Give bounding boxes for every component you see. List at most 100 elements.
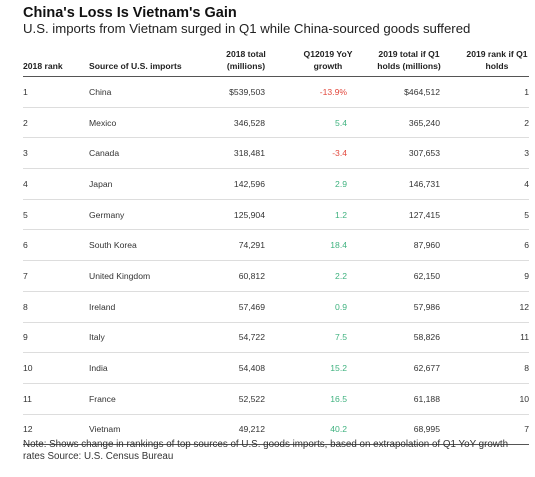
source-cell: Ireland xyxy=(89,291,199,323)
header-2019-rank: 2019 rank if Q1 holds xyxy=(452,38,529,77)
total-2019-cell: 62,150 xyxy=(359,260,452,292)
yoy-growth-cell: -3.4 xyxy=(277,137,359,170)
rank-2019-cell: 11 xyxy=(452,322,529,354)
source-cell: Vietnam xyxy=(89,414,199,446)
total-2018-cell: 54,408 xyxy=(199,352,277,384)
rank-2018-cell: 5 xyxy=(23,199,89,231)
source-cell: China xyxy=(89,76,199,108)
rank-2018-cell: 10 xyxy=(23,352,89,384)
source-cell: France xyxy=(89,383,199,415)
yoy-growth-cell: 2.2 xyxy=(277,260,359,292)
header-2018-total: 2018 total (millions) xyxy=(199,38,277,77)
table-row: 2 Mexico 346,528 5.4 365,240 2 xyxy=(23,107,529,139)
rank-2019-cell: 2 xyxy=(452,107,529,139)
total-2018-cell: 49,212 xyxy=(199,414,277,446)
header-2019-total-label: 2019 total if Q1 holds (millions) xyxy=(377,49,441,71)
imports-table: 2018 rank Source of U.S. imports 2018 to… xyxy=(23,38,529,446)
table-row: 12 Vietnam 49,212 40.2 68,995 7 xyxy=(23,414,529,446)
chart-container: China's Loss Is Vietnam's Gain U.S. impo… xyxy=(23,0,529,477)
rank-2018-cell: 1 xyxy=(23,76,89,108)
yoy-growth-cell: 1.2 xyxy=(277,199,359,231)
source-cell: Japan xyxy=(89,168,199,200)
header-row: 2018 rank Source of U.S. imports 2018 to… xyxy=(23,38,529,77)
total-2018-cell: 57,469 xyxy=(199,291,277,323)
total-2018-cell: 142,596 xyxy=(199,168,277,200)
total-2019-cell: 87,960 xyxy=(359,229,452,262)
footnote: Note: Shows change in rankings of top so… xyxy=(23,439,509,462)
rank-2018-cell: 11 xyxy=(23,383,89,415)
table-row: 1 China $539,503 -13.9% $464,512 1 xyxy=(23,76,529,108)
source-cell: Italy xyxy=(89,322,199,354)
header-source: Source of U.S. imports xyxy=(89,38,199,77)
total-2018-cell: 346,528 xyxy=(199,107,277,139)
rank-2018-cell: 4 xyxy=(23,168,89,200)
rank-2018-cell: 6 xyxy=(23,229,89,262)
yoy-growth-cell: 16.5 xyxy=(277,383,359,415)
total-2019-cell: 61,188 xyxy=(359,383,452,415)
header-2019-total: 2019 total if Q1 holds (millions) xyxy=(359,38,452,77)
total-2019-cell: 57,986 xyxy=(359,291,452,323)
source-cell: India xyxy=(89,352,199,384)
rank-2019-cell: 5 xyxy=(452,199,529,231)
table-row: 11 France 52,522 16.5 61,188 10 xyxy=(23,383,529,415)
yoy-growth-cell: 7.5 xyxy=(277,322,359,354)
rank-2019-cell: 1 xyxy=(452,76,529,108)
total-2018-cell: 60,812 xyxy=(199,260,277,292)
table-row: 9 Italy 54,722 7.5 58,826 11 xyxy=(23,322,529,354)
table-header: 2018 rank Source of U.S. imports 2018 to… xyxy=(23,38,529,77)
table-row: 5 Germany 125,904 1.2 127,415 5 xyxy=(23,199,529,231)
header-2018-rank: 2018 rank xyxy=(23,38,89,77)
total-2019-cell: $464,512 xyxy=(359,76,452,108)
total-2019-cell: 68,995 xyxy=(359,414,452,446)
rank-2018-cell: 9 xyxy=(23,322,89,354)
header-yoy-growth-label: Q12019 YoY growth xyxy=(303,49,353,71)
rank-2018-cell: 2 xyxy=(23,107,89,139)
yoy-growth-cell: 40.2 xyxy=(277,414,359,446)
total-2018-cell: 125,904 xyxy=(199,199,277,231)
total-2019-cell: 307,653 xyxy=(359,137,452,170)
rank-2018-cell: 3 xyxy=(23,137,89,170)
chart-title: China's Loss Is Vietnam's Gain xyxy=(23,5,237,21)
rank-2019-cell: 8 xyxy=(452,352,529,384)
table-row: 7 United Kingdom 60,812 2.2 62,150 9 xyxy=(23,260,529,292)
total-2018-cell: $539,503 xyxy=(199,76,277,108)
source-cell: Canada xyxy=(89,137,199,170)
rank-2019-cell: 4 xyxy=(452,168,529,200)
rank-2019-cell: 3 xyxy=(452,137,529,170)
total-2019-cell: 365,240 xyxy=(359,107,452,139)
rank-2019-cell: 6 xyxy=(452,229,529,262)
yoy-growth-cell: -13.9% xyxy=(277,76,359,108)
rank-2018-cell: 8 xyxy=(23,291,89,323)
rank-2019-cell: 12 xyxy=(452,291,529,323)
rank-2019-cell: 10 xyxy=(452,383,529,415)
table-row: 6 South Korea 74,291 18.4 87,960 6 xyxy=(23,229,529,262)
table-body: 1 China $539,503 -13.9% $464,512 1 2 Mexico 346,… xyxy=(23,76,529,446)
total-2019-cell: 58,826 xyxy=(359,322,452,354)
table-row: 10 India 54,408 15.2 62,677 8 xyxy=(23,352,529,384)
source-cell: Germany xyxy=(89,199,199,231)
table-row: 8 Ireland 57,469 0.9 57,986 12 xyxy=(23,291,529,323)
header-2019-rank-label: 2019 rank if Q1 holds xyxy=(466,49,528,71)
header-2018-total-label: 2018 total (millions) xyxy=(226,49,266,71)
total-2019-cell: 146,731 xyxy=(359,168,452,200)
total-2018-cell: 52,522 xyxy=(199,383,277,415)
rank-2018-cell: 12 xyxy=(23,414,89,446)
table-row: 4 Japan 142,596 2.9 146,731 4 xyxy=(23,168,529,200)
table-row: 3 Canada 318,481 -3.4 307,653 3 xyxy=(23,137,529,170)
yoy-growth-cell: 0.9 xyxy=(277,291,359,323)
rank-2019-cell: 7 xyxy=(452,414,529,446)
yoy-growth-cell: 5.4 xyxy=(277,107,359,139)
total-2018-cell: 54,722 xyxy=(199,322,277,354)
header-yoy-growth: Q12019 YoY growth xyxy=(277,38,359,77)
rank-2019-cell: 9 xyxy=(452,260,529,292)
source-cell: United Kingdom xyxy=(89,260,199,292)
total-2019-cell: 62,677 xyxy=(359,352,452,384)
rank-2018-cell: 7 xyxy=(23,260,89,292)
yoy-growth-cell: 15.2 xyxy=(277,352,359,384)
chart-subtitle: U.S. imports from Vietnam surged in Q1 w… xyxy=(23,21,471,36)
total-2019-cell: 127,415 xyxy=(359,199,452,231)
yoy-growth-cell: 18.4 xyxy=(277,229,359,262)
total-2018-cell: 318,481 xyxy=(199,137,277,170)
source-cell: Mexico xyxy=(89,107,199,139)
total-2018-cell: 74,291 xyxy=(199,229,277,262)
